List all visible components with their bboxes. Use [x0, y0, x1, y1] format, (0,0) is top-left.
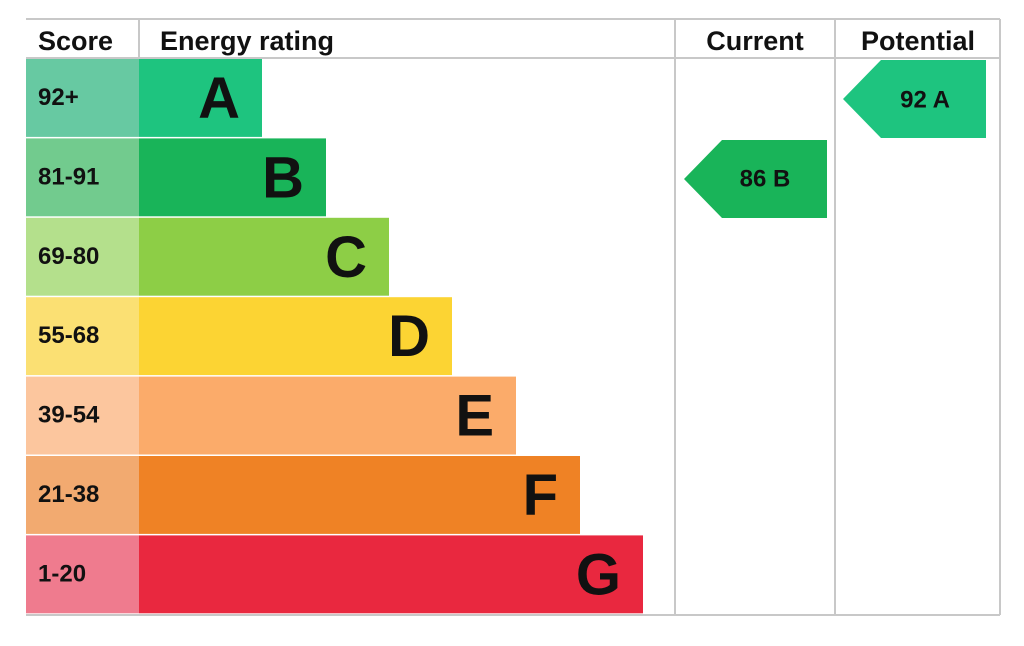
- current-label: 86 B: [740, 165, 791, 192]
- score-label: 81-91: [38, 163, 99, 190]
- rating-bar: [139, 535, 643, 614]
- rating-letter: A: [198, 66, 240, 131]
- rating-letter: B: [262, 145, 304, 210]
- current-arrow: [684, 140, 827, 218]
- rating-bar: [139, 59, 262, 137]
- score-cell: [26, 297, 139, 376]
- rating-letter: D: [388, 304, 430, 369]
- header-score: Score: [38, 26, 113, 56]
- score-cell: [26, 376, 139, 455]
- score-cell: [26, 535, 139, 614]
- rating-letter: E: [455, 384, 494, 449]
- rating-bar: [139, 138, 326, 217]
- header-energy-rating: Energy rating: [160, 26, 334, 56]
- table-grid: [26, 18, 1001, 616]
- potential-arrow: [843, 60, 986, 138]
- score-label: 69-80: [38, 243, 99, 270]
- rating-bar: [139, 456, 580, 534]
- header-potential: Potential: [861, 26, 975, 56]
- header-current: Current: [706, 26, 804, 56]
- score-label: 92+: [38, 84, 79, 111]
- score-label: 1-20: [38, 560, 86, 587]
- rating-letter: C: [325, 225, 367, 290]
- potential-label: 92 A: [900, 86, 950, 113]
- score-cell: [26, 59, 139, 137]
- score-cell: [26, 456, 139, 534]
- rating-bar: [139, 297, 452, 376]
- score-label: 55-68: [38, 322, 99, 349]
- rating-bar: [139, 376, 516, 455]
- rating-letter: F: [523, 463, 558, 528]
- score-label: 39-54: [38, 402, 100, 429]
- score-cell: [26, 138, 139, 217]
- score-cell: [26, 217, 139, 296]
- bands: 92+ A 81-91 B 69-80 C 55-68 D 39-54 E 21-38 F 1-20 G: [26, 59, 643, 614]
- rating-letter: G: [576, 542, 621, 607]
- score-label: 21-38: [38, 481, 99, 508]
- rating-bar: [139, 217, 389, 296]
